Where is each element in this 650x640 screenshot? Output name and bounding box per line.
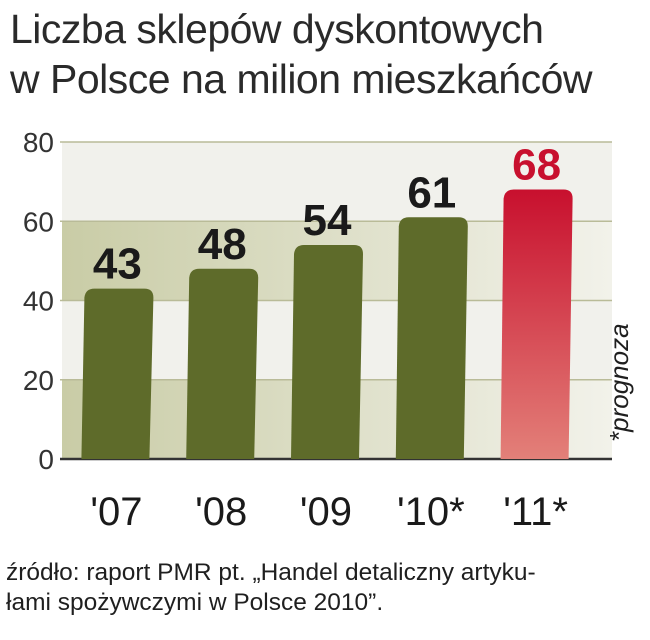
source-line-2: łami spożywczymi w Polsce 2010”. [6,589,384,616]
bar-1 [186,268,259,459]
x-tick-label: '09 [300,490,352,534]
bar-4 [500,189,573,460]
y-tick-label: 40 [23,286,54,317]
x-axis-labels: '07 '08 '09 '10* '11* [90,490,568,534]
bars [81,189,573,460]
y-tick-label: 80 [23,127,54,158]
y-tick-label: 0 [38,444,54,475]
value-labels: 43 48 54 61 68 [93,141,561,289]
bar-3 [395,217,468,459]
chart-title-line-1: Liczba sklepów dyskontowych [10,6,544,52]
x-tick-label: '08 [195,490,247,534]
bar-0 [81,288,154,459]
value-label: 54 [303,196,352,245]
source-note: źródło: raport PMR pt. „Handel detaliczn… [6,558,646,618]
value-label: 43 [93,240,142,289]
chart-title: Liczba sklepów dyskontowych w Polsce na … [10,4,640,104]
forecast-annotation: *prognoza [604,323,634,442]
y-tick-label: 20 [23,365,54,396]
value-label: 61 [407,168,456,217]
x-tick-label: '10* [397,490,465,534]
y-tick-label: 60 [23,206,54,237]
value-label: 68 [512,141,561,190]
y-axis-ticks: 0 20 40 60 80 [23,127,54,475]
x-tick-label: '07 [90,490,142,534]
bar-2 [291,245,363,459]
chart-title-line-2: w Polsce na milion mieszkańców [10,56,593,102]
x-tick-label: '11* [503,490,568,534]
value-label: 48 [198,220,247,269]
source-line-1: źródło: raport PMR pt. „Handel detaliczn… [6,559,536,586]
